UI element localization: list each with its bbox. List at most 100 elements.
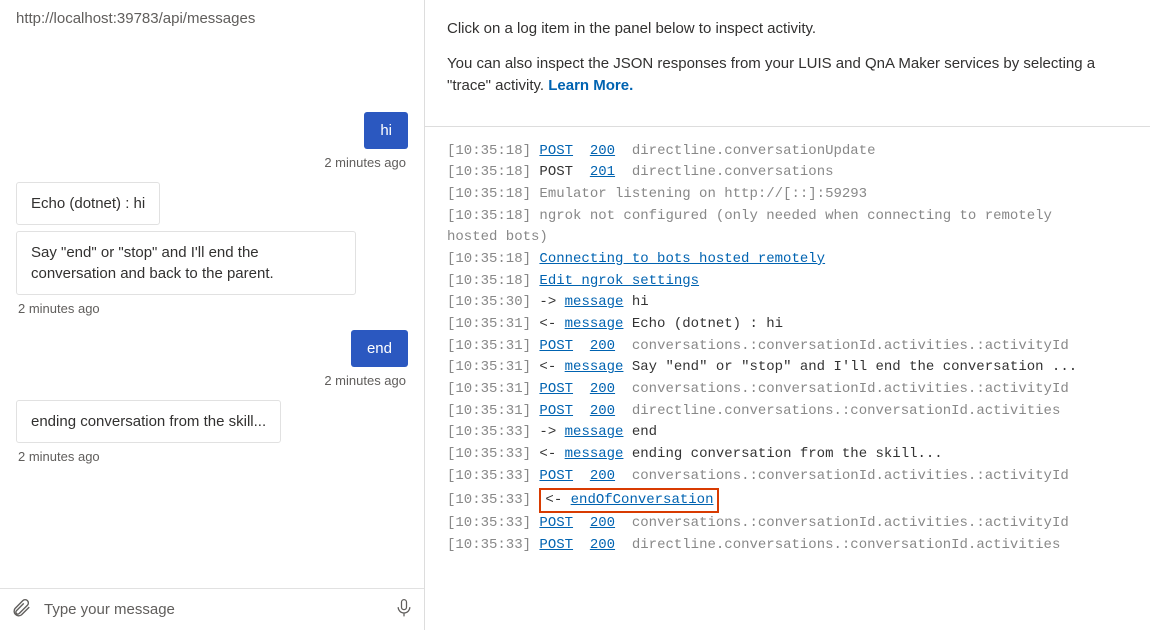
log-timestamp: [10:35:18] bbox=[447, 143, 539, 159]
log-link[interactable]: message bbox=[565, 316, 624, 332]
log-link[interactable]: 201 bbox=[590, 164, 615, 180]
log-text: conversations.:conversationId.activities… bbox=[632, 515, 1069, 531]
log-text: <- bbox=[545, 492, 570, 508]
log-text: end bbox=[623, 424, 657, 440]
chat-bubble: ending conversation from the skill... bbox=[16, 400, 281, 443]
inspector-panel: Click on a log item in the panel below t… bbox=[425, 0, 1150, 630]
log-line[interactable]: [10:35:31] POST 200 conversations.:conve… bbox=[447, 336, 1128, 358]
learn-more-link[interactable]: Learn More. bbox=[548, 77, 633, 94]
chat-panel: http://localhost:39783/api/messages hi 2… bbox=[0, 0, 425, 630]
chat-message-bot[interactable]: Say "end" or "stop" and I'll end the con… bbox=[16, 231, 408, 295]
log-text: <- bbox=[539, 316, 564, 332]
log-line[interactable]: [10:35:31] POST 200 directline.conversat… bbox=[447, 401, 1128, 423]
log-link[interactable]: 200 bbox=[590, 381, 615, 397]
log-timestamp: [10:35:31] bbox=[447, 316, 539, 332]
log-line[interactable]: [10:35:18] ngrok not configured (only ne… bbox=[447, 206, 1128, 228]
log-line[interactable]: [10:35:18] POST 201 directline.conversat… bbox=[447, 162, 1128, 184]
log-line[interactable]: [10:35:33] <- endOfConversation bbox=[447, 488, 1128, 514]
log-link[interactable]: 200 bbox=[590, 143, 615, 159]
log-text: directline.conversations.:conversationId… bbox=[632, 537, 1060, 553]
chat-message-bot[interactable]: ending conversation from the skill... bbox=[16, 400, 408, 443]
log-line[interactable]: [10:35:31] <- message Echo (dotnet) : hi bbox=[447, 314, 1128, 336]
log-link[interactable]: POST bbox=[539, 338, 573, 354]
log-line[interactable]: [10:35:33] <- message ending conversatio… bbox=[447, 444, 1128, 466]
log-text: conversations.:conversationId.activities… bbox=[632, 468, 1069, 484]
chat-message-user[interactable]: hi bbox=[16, 112, 408, 149]
log-timestamp: [10:35:33] bbox=[447, 424, 539, 440]
log-timestamp: [10:35:18] bbox=[447, 164, 539, 180]
log-link[interactable]: endOfConversation bbox=[571, 492, 714, 508]
log-timestamp: [10:35:33] bbox=[447, 492, 539, 508]
help-line-1: Click on a log item in the panel below t… bbox=[447, 18, 1128, 41]
help-text: Click on a log item in the panel below t… bbox=[425, 0, 1150, 127]
chat-bubble: Say "end" or "stop" and I'll end the con… bbox=[16, 231, 356, 295]
log-timestamp: [10:35:31] bbox=[447, 381, 539, 397]
log-text: hosted bots) bbox=[447, 229, 548, 245]
chat-timestamp: 2 minutes ago bbox=[16, 301, 408, 316]
chat-message-bot[interactable]: Echo (dotnet) : hi bbox=[16, 182, 408, 225]
log-link[interactable]: POST bbox=[539, 468, 573, 484]
chat-bubble: Echo (dotnet) : hi bbox=[16, 182, 160, 225]
log-link[interactable]: POST bbox=[539, 403, 573, 419]
log-link[interactable]: message bbox=[565, 446, 624, 462]
log-text: Say "end" or "stop" and I'll end the con… bbox=[623, 359, 1077, 375]
log-line[interactable]: [10:35:33] POST 200 directline.conversat… bbox=[447, 535, 1128, 557]
log-timestamp: [10:35:18] bbox=[447, 186, 539, 202]
log-text: conversations.:conversationId.activities… bbox=[632, 381, 1069, 397]
log-link[interactable]: POST bbox=[539, 143, 573, 159]
log-line[interactable]: [10:35:30] -> message hi bbox=[447, 292, 1128, 314]
chat-area: hi 2 minutes ago Echo (dotnet) : hi Say … bbox=[0, 42, 424, 588]
log-timestamp: [10:35:33] bbox=[447, 468, 539, 484]
log-line[interactable]: [10:35:18] Edit ngrok settings bbox=[447, 271, 1128, 293]
log-link[interactable]: message bbox=[565, 424, 624, 440]
chat-bubble: hi bbox=[364, 112, 408, 149]
chat-message-user[interactable]: end bbox=[16, 330, 408, 367]
log-line[interactable]: [10:35:18] Emulator listening on http://… bbox=[447, 184, 1128, 206]
log-timestamp: [10:35:33] bbox=[447, 515, 539, 531]
log-link[interactable]: message bbox=[565, 294, 624, 310]
log-text: directline.conversations bbox=[632, 164, 834, 180]
log-link[interactable]: POST bbox=[539, 381, 573, 397]
log-line[interactable]: [10:35:31] POST 200 conversations.:conve… bbox=[447, 379, 1128, 401]
log-text: <- bbox=[539, 359, 564, 375]
help-line-2: You can also inspect the JSON responses … bbox=[447, 53, 1128, 98]
log-text: conversations.:conversationId.activities… bbox=[632, 338, 1069, 354]
log-link[interactable]: POST bbox=[539, 537, 573, 553]
log-area[interactable]: [10:35:18] POST 200 directline.conversat… bbox=[425, 127, 1150, 630]
chat-timestamp: 2 minutes ago bbox=[16, 373, 408, 388]
log-line[interactable]: [10:35:31] <- message Say "end" or "stop… bbox=[447, 357, 1128, 379]
log-highlight: <- endOfConversation bbox=[539, 488, 719, 514]
log-timestamp: [10:35:31] bbox=[447, 338, 539, 354]
log-line[interactable]: [10:35:33] POST 200 conversations.:conve… bbox=[447, 513, 1128, 535]
log-text: hi bbox=[623, 294, 648, 310]
log-timestamp: [10:35:31] bbox=[447, 359, 539, 375]
log-link[interactable]: 200 bbox=[590, 537, 615, 553]
log-link[interactable]: message bbox=[565, 359, 624, 375]
log-link[interactable]: POST bbox=[539, 515, 573, 531]
log-line[interactable]: [10:35:18] POST 200 directline.conversat… bbox=[447, 141, 1128, 163]
log-line[interactable]: hosted bots) bbox=[447, 227, 1128, 249]
log-link[interactable]: 200 bbox=[590, 468, 615, 484]
log-link[interactable]: Edit ngrok settings bbox=[539, 273, 699, 289]
log-text: -> bbox=[539, 294, 564, 310]
log-text: Echo (dotnet) : hi bbox=[623, 316, 783, 332]
chat-timestamp: 2 minutes ago bbox=[16, 449, 408, 464]
log-text: directline.conversationUpdate bbox=[632, 143, 876, 159]
log-line[interactable]: [10:35:33] -> message end bbox=[447, 422, 1128, 444]
log-link[interactable]: Connecting to bots hosted remotely bbox=[539, 251, 825, 267]
log-timestamp: [10:35:18] bbox=[447, 251, 539, 267]
chat-timestamp: 2 minutes ago bbox=[16, 155, 408, 170]
endpoint-url: http://localhost:39783/api/messages bbox=[0, 0, 424, 42]
log-text: ending conversation from the skill... bbox=[623, 446, 942, 462]
log-line[interactable]: [10:35:33] POST 200 conversations.:conve… bbox=[447, 466, 1128, 488]
log-text: <- bbox=[539, 446, 564, 462]
message-input[interactable] bbox=[44, 601, 382, 618]
log-link[interactable]: 200 bbox=[590, 403, 615, 419]
log-link[interactable]: 200 bbox=[590, 338, 615, 354]
log-text: POST bbox=[539, 164, 573, 180]
log-line[interactable]: [10:35:18] Connecting to bots hosted rem… bbox=[447, 249, 1128, 271]
log-link[interactable]: 200 bbox=[590, 515, 615, 531]
attach-icon[interactable] bbox=[10, 597, 32, 622]
mic-icon[interactable] bbox=[394, 597, 414, 622]
log-timestamp: [10:35:33] bbox=[447, 537, 539, 553]
